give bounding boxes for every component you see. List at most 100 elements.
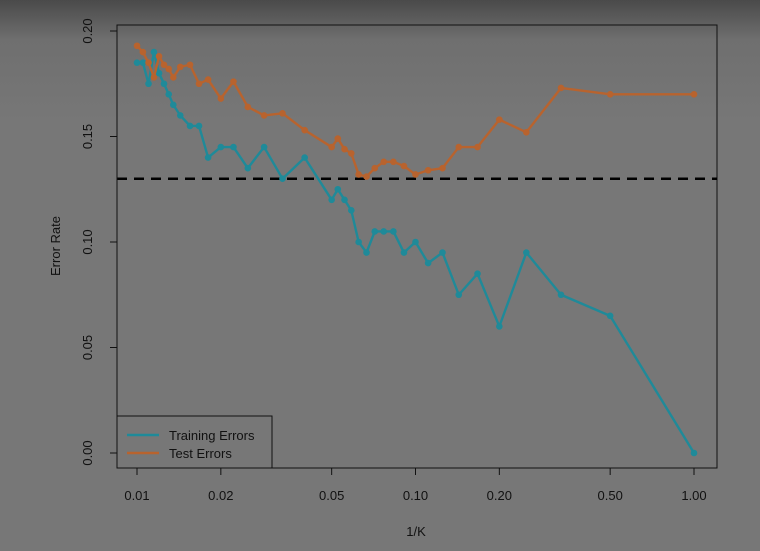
y-tick-label: 0.00 [80,440,95,465]
series-segment-test-errors [281,112,306,132]
series-segment-training-errors [197,124,210,159]
x-axis-title: 1/K [406,524,426,539]
data-point-test-errors [260,112,268,119]
data-point-training-errors [195,122,203,130]
data-point-test-errors [279,109,286,117]
data-point-training-errors [204,154,212,161]
data-point-training-errors [363,249,370,256]
legend-label-training: Training Errors [169,428,255,443]
data-point-training-errors [400,249,408,256]
x-tick-label: 0.02 [208,488,233,503]
series-segment-training-errors [141,61,150,85]
series-segment-test-errors [188,63,201,85]
series-segment-test-errors [476,118,501,149]
x-tick-label: 0.01 [124,488,149,503]
data-point-training-errors [523,249,530,256]
series-segment-training-errors [525,251,563,296]
data-point-training-errors [355,238,362,246]
legend: Training Errors Test Errors [116,415,273,469]
data-point-training-errors [260,143,268,151]
x-axis: 0.01 0.02 0.05 0.10 0.20 0.50 1.00 [124,467,707,503]
data-point-test-errors [301,126,308,134]
data-point-training-errors [176,112,184,119]
series-segment-training-errors [350,209,360,244]
data-point-test-errors [341,145,348,153]
data-point-training-errors [557,291,565,299]
data-point-test-errors [169,74,177,81]
data-point-test-errors [204,76,212,83]
data-point-training-errors [139,59,147,66]
data-point-training-errors [347,207,355,214]
data-point-test-errors [439,164,446,172]
data-point-test-errors [139,48,147,56]
y-axis-title: Error Rate [48,216,63,276]
legend-box [116,415,273,469]
data-point-training-errors [279,175,286,182]
x-tick-label: 0.10 [403,488,428,503]
data-point-test-errors [186,61,194,69]
data-point-test-errors [328,143,335,151]
data-point-test-errors [380,158,388,166]
x-tick-label: 0.50 [598,488,623,503]
data-point-test-errors [606,91,614,98]
data-point-test-errors [496,116,503,123]
data-point-test-errors [155,53,163,60]
series-segment-test-errors [206,78,223,100]
data-point-training-errors [455,291,463,299]
series-segment-training-errors [559,293,612,318]
data-point-training-errors [244,164,252,172]
data-point-training-errors [301,154,308,161]
series-segment-test-errors [219,80,235,100]
series-test-errors [133,42,698,180]
data-point-test-errors [363,173,370,180]
data-point-training-errors [133,59,141,66]
series-segment-test-errors [559,86,612,96]
series-segment-training-errors [365,230,376,254]
series-segment-training-errors [303,156,333,202]
data-point-training-errors [230,143,237,151]
data-point-training-errors [439,249,446,256]
data-point-test-errors [334,135,342,142]
series-segment-training-errors [246,145,266,170]
x-tick-label: 0.05 [319,488,344,503]
data-point-training-errors [145,80,152,88]
series-segment-training-errors [262,145,284,180]
y-axis: 0.00 0.05 0.10 0.15 0.20 [80,18,118,466]
data-point-test-errors [347,150,355,157]
data-point-test-errors [355,171,362,178]
data-point-test-errors [523,128,530,136]
data-point-training-errors [165,91,173,98]
series-segment-training-errors [281,156,306,180]
data-point-training-errors [380,228,388,235]
data-point-test-errors [390,158,397,166]
data-point-training-errors [150,48,158,56]
series-segment-test-errors [232,80,250,109]
series-segment-training-errors [392,230,406,254]
series-segment-training-errors [441,251,460,296]
data-point-test-errors [424,166,432,174]
series-segment-test-errors [525,86,563,134]
data-point-test-errors [244,103,252,111]
data-point-test-errors [176,63,184,71]
data-point-training-errors [328,196,335,204]
y-tick-label: 0.20 [80,18,95,43]
series-segment-training-errors [457,272,479,296]
data-point-training-errors [341,196,348,204]
series-segment-test-errors [441,145,460,170]
data-point-test-errors [230,78,237,85]
data-point-test-errors [557,84,565,92]
data-point-training-errors [155,69,163,77]
series-segment-training-errors [476,272,501,328]
data-point-training-errors [371,228,379,235]
data-point-training-errors [496,323,503,330]
series-layer [133,42,698,457]
data-point-test-errors [150,74,158,81]
series-segment-test-errors [303,128,333,149]
data-point-training-errors [217,143,225,151]
data-point-test-errors [145,59,152,66]
series-segment-training-errors [498,251,528,328]
data-point-training-errors [186,122,194,130]
x-tick-label: 0.20 [487,488,512,503]
series-segment-test-errors [350,152,360,176]
series-training-errors [133,48,698,457]
